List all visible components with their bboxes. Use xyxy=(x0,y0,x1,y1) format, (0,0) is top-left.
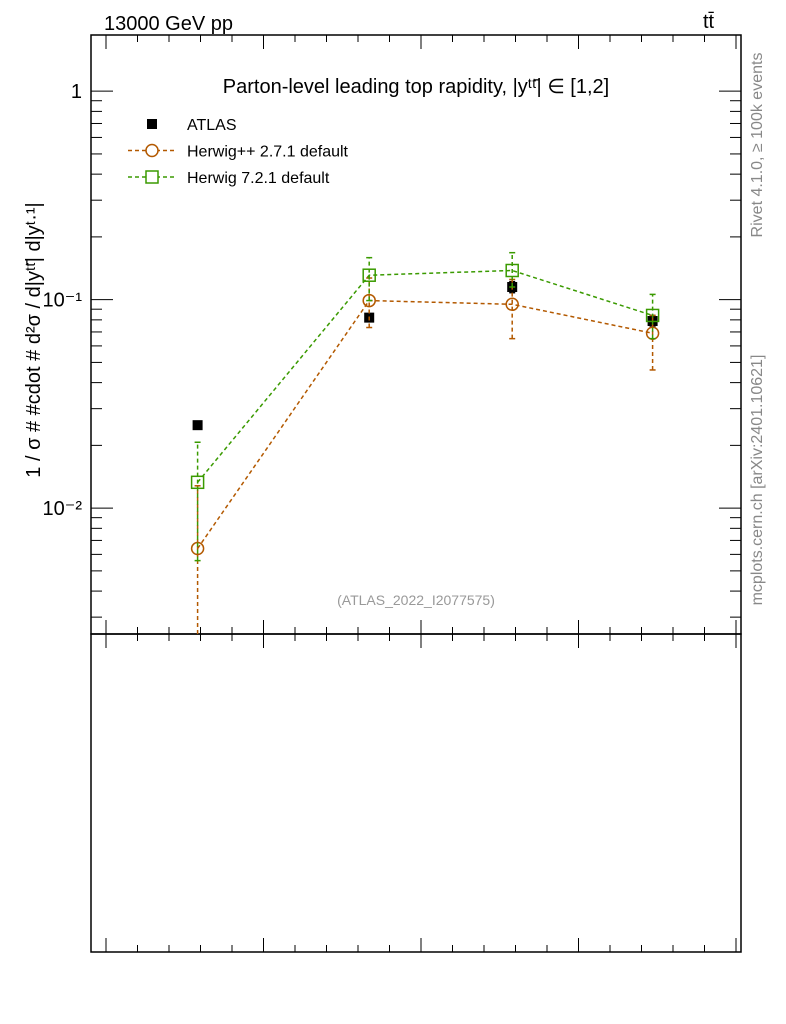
y-axis-label: 1 / σ # #cdot # d²σ / d|yᵗᵗ̄| d|yᵗ·¹| xyxy=(23,202,45,477)
y-tick-label: 10⁻¹ xyxy=(43,290,83,312)
legend-label: ATLAS xyxy=(187,117,237,134)
energy-label: 13000 GeV pp xyxy=(104,13,233,35)
process-label: tt̄ xyxy=(703,11,715,33)
legend-entry: Herwig 7.2.1 default xyxy=(128,170,330,187)
ratio-plot-frame xyxy=(90,633,742,953)
legend-entry: ATLAS xyxy=(147,117,237,134)
legend-entry: Herwig++ 2.7.1 default xyxy=(128,144,349,161)
y-tick-label: 1 xyxy=(71,81,82,103)
data-point xyxy=(505,297,519,312)
mcplots-label: mcplots.cern.ch [arXiv:2401.10621] xyxy=(749,355,766,606)
legend-label: Herwig++ 2.7.1 default xyxy=(187,144,349,161)
x-ticks xyxy=(105,35,737,952)
legend-marker xyxy=(147,119,157,129)
data-point xyxy=(362,268,376,282)
data-point xyxy=(190,475,205,490)
y-tick-label: 10⁻² xyxy=(43,498,83,520)
data-point xyxy=(362,293,376,308)
series-layer xyxy=(190,251,660,634)
series-herwig-2-7-1-default xyxy=(190,277,660,634)
series-herwig-7-2-1-default xyxy=(190,251,660,562)
legend-marker xyxy=(145,170,159,184)
rivet-label: Rivet 4.1.0, ≥ 100k events xyxy=(749,53,766,238)
data-point xyxy=(192,420,203,431)
chart-title: Parton-level leading top rapidity, |yᵗᵗ̄… xyxy=(223,76,609,98)
analysis-label: (ATLAS_2022_I2077575) xyxy=(337,592,495,608)
data-point xyxy=(190,541,205,556)
legend: ATLAS Herwig++ 2.7.1 default Herwig 7.2.1 … xyxy=(128,117,349,187)
data-point xyxy=(505,263,519,278)
y-ticks: 1 10⁻¹ 10⁻² xyxy=(43,81,741,618)
legend-label: Herwig 7.2.1 default xyxy=(187,170,330,187)
series-atlas xyxy=(192,280,658,431)
series-line xyxy=(197,269,653,483)
legend-marker xyxy=(145,143,159,158)
series-line xyxy=(196,299,653,549)
data-point xyxy=(645,308,660,323)
